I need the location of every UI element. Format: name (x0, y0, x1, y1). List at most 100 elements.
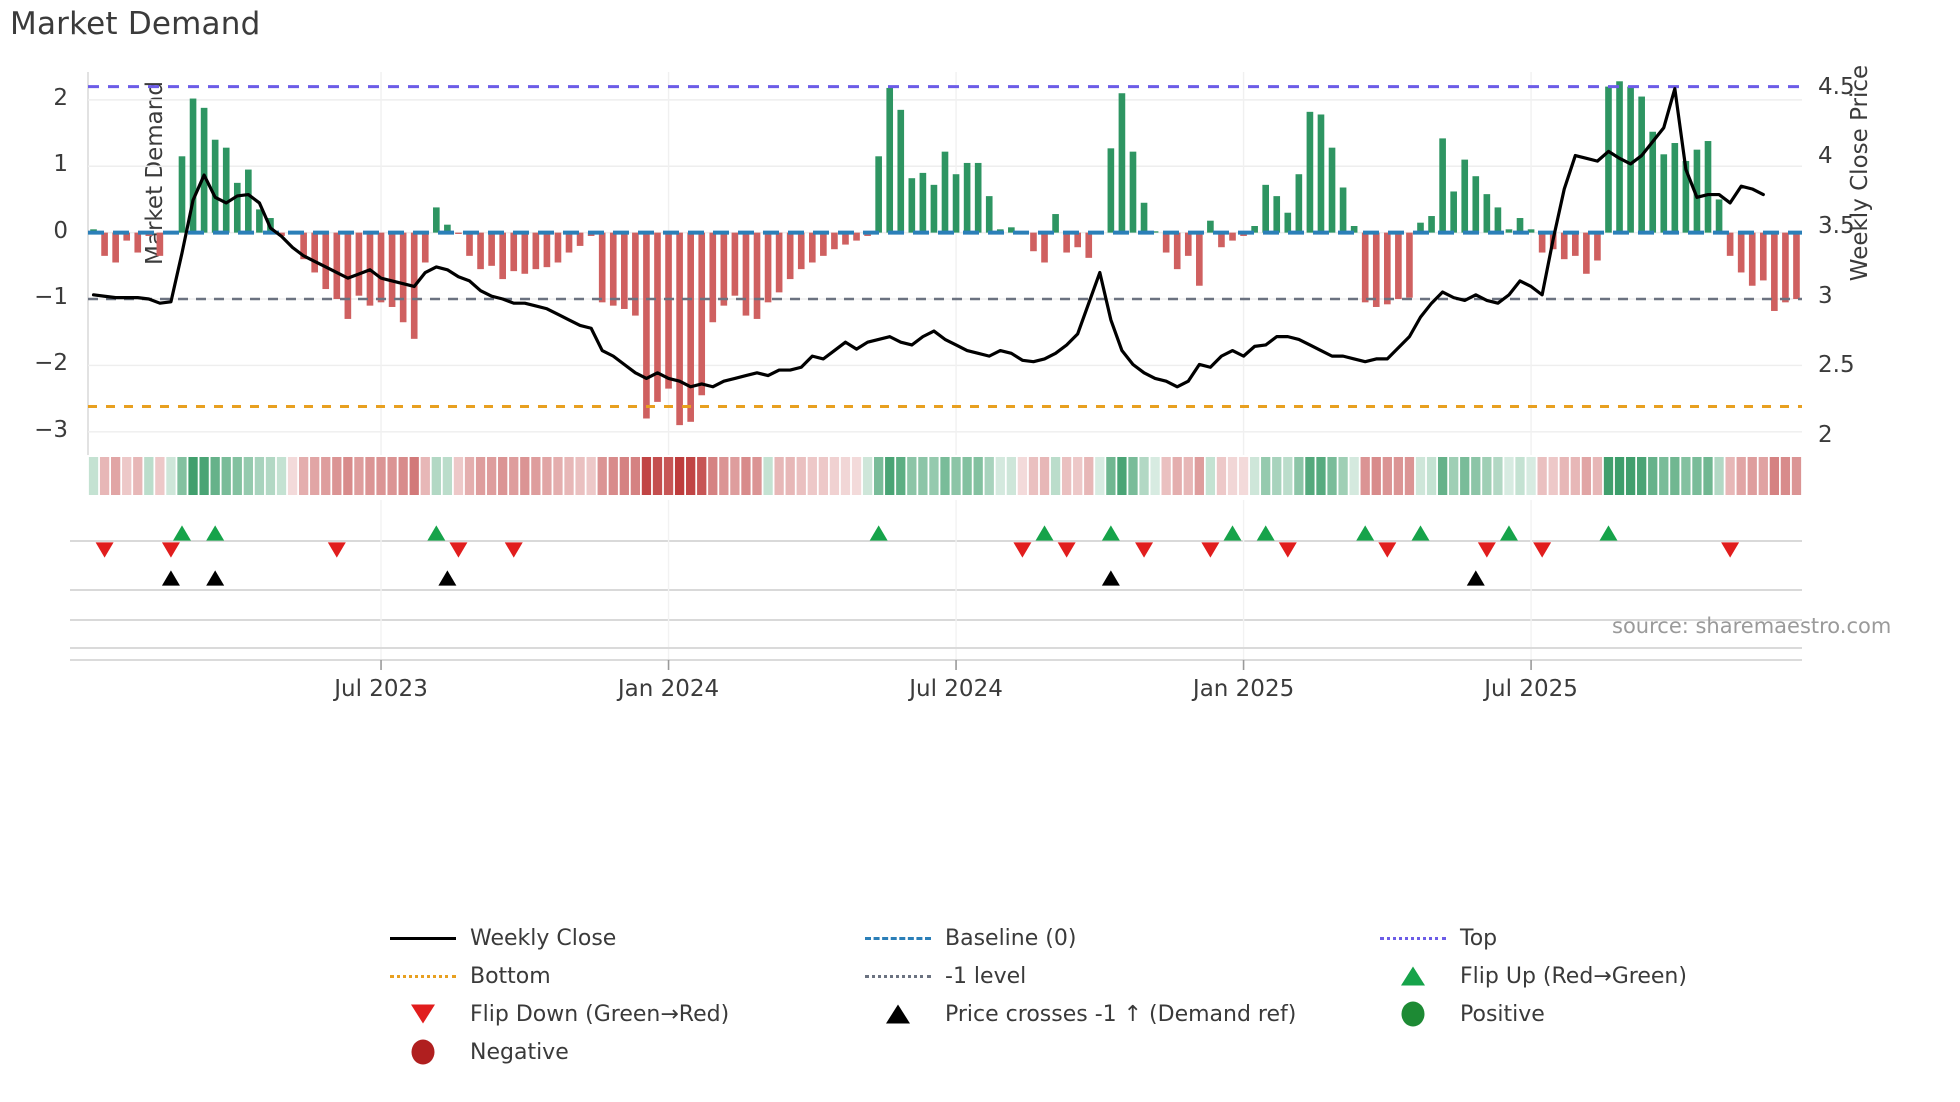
demand-bar (1395, 232, 1402, 300)
legend-item[interactable]: Price crosses -1 ↑ (Demand ref) (865, 1001, 1296, 1027)
legend-item[interactable]: Flip Down (Green→Red) (390, 1001, 729, 1027)
heatmap-cell (719, 457, 729, 495)
legend-item[interactable]: Positive (1380, 1001, 1545, 1027)
heatmap-cell (166, 457, 176, 495)
legend-line-swatch (390, 937, 456, 940)
heatmap-cell (1028, 457, 1039, 495)
heatmap-cell (1548, 457, 1558, 495)
heatmap-cell (1581, 457, 1592, 495)
heatmap-cell (1061, 457, 1072, 495)
demand-bar (1748, 232, 1756, 286)
demand-bar (421, 232, 429, 263)
demand-bar (1494, 207, 1502, 233)
demand-bar (1052, 214, 1059, 233)
demand-bar (1671, 143, 1679, 233)
heatmap-cell (1006, 457, 1016, 495)
demand-bar (1306, 111, 1314, 233)
heatmap-cell (310, 457, 320, 495)
demand-bar (200, 107, 208, 233)
legend-line-key (1380, 925, 1446, 951)
heatmap-cell (1039, 457, 1050, 495)
demand-bar (1041, 232, 1048, 263)
legend-item[interactable]: Top (1380, 925, 1497, 951)
heatmap-cell (188, 457, 198, 495)
demand-bar (532, 232, 540, 270)
heatmap-cell (365, 457, 375, 495)
heatmap-cell (641, 457, 652, 495)
demand-bar (698, 232, 706, 396)
heatmap-cell (1338, 457, 1348, 495)
price-cross-marker (1101, 570, 1120, 586)
heatmap-cell (144, 457, 154, 495)
demand-bar (377, 232, 385, 303)
demand-bar (1229, 232, 1236, 241)
flip-up-marker (1035, 525, 1054, 541)
flip-up-marker (1256, 525, 1275, 541)
flip-up-marker (1356, 525, 1375, 541)
demand-bar (952, 174, 960, 233)
heatmap-cell (155, 457, 165, 495)
demand-bar (1339, 187, 1347, 233)
legend-item[interactable]: Baseline (0) (865, 925, 1076, 951)
demand-bar (156, 232, 164, 256)
heatmap-cell (343, 457, 353, 495)
heatmap-cell (531, 457, 541, 495)
heatmap-cell (354, 457, 364, 495)
heatmap-cell (520, 457, 530, 495)
legend-item[interactable]: Bottom (390, 963, 551, 989)
y-axis-right-tick: 3 (1818, 282, 1833, 309)
heatmap-cell (298, 457, 309, 495)
weekly-close-line (91, 87, 1765, 389)
demand-bar (455, 232, 462, 234)
demand-bar (731, 232, 739, 296)
heatmap-cell (254, 457, 265, 495)
heatmap-cell (276, 457, 287, 495)
legend-circle-key (1380, 1001, 1446, 1027)
demand-bar (554, 232, 562, 263)
heatmap-cell (1747, 457, 1757, 495)
y-axis-left-tick: −1 (34, 284, 68, 310)
legend-line-key (390, 963, 456, 989)
demand-bar (256, 209, 263, 233)
demand-bar (510, 232, 518, 272)
heatmap-cell (1117, 457, 1127, 495)
demand-bar (1417, 222, 1424, 233)
legend-item[interactable]: Flip Up (Red→Green) (1380, 963, 1687, 989)
legend-item[interactable]: Weekly Close (390, 925, 616, 951)
legend-item[interactable]: -1 level (865, 963, 1026, 989)
demand-bar (720, 232, 728, 306)
demand-bar (820, 232, 827, 256)
y-axis-left-tick: −2 (34, 350, 68, 377)
x-axis-tick: Jul 2023 (334, 676, 428, 702)
legend-triangle-up-key (1380, 963, 1446, 989)
flip-down-marker (327, 542, 346, 558)
demand-bar (908, 178, 916, 233)
demand-bar (1538, 232, 1546, 253)
y-axis-left-tick: −3 (34, 416, 68, 443)
heatmap-cell (1216, 457, 1227, 495)
demand-bar (101, 232, 108, 256)
demand-bar (1737, 232, 1745, 273)
demand-bar (477, 232, 484, 270)
heatmap-cell (498, 457, 508, 495)
flip-up-marker (1411, 525, 1430, 541)
demand-bar (1361, 232, 1369, 303)
heatmap-cell (1382, 457, 1392, 495)
demand-bar (1008, 227, 1015, 233)
heatmap-cell (1327, 457, 1337, 495)
demand-bar (1428, 216, 1435, 233)
demand-bar (1583, 232, 1590, 274)
price-cross-marker (161, 570, 180, 586)
legend-label: Price crosses -1 ↑ (Demand ref) (945, 1001, 1297, 1027)
demand-bar (1461, 159, 1469, 233)
heatmap-cell (1648, 457, 1658, 495)
demand-bar (112, 232, 119, 263)
heatmap-cell (1150, 457, 1160, 495)
heatmap-cell (1703, 457, 1713, 495)
demand-bar (742, 232, 750, 316)
heatmap-cell (509, 457, 519, 495)
heatmap-cell (1515, 457, 1525, 495)
heatmap-cell (221, 457, 231, 495)
heatmap-cell (697, 457, 707, 495)
legend-item[interactable]: Negative (390, 1039, 569, 1065)
